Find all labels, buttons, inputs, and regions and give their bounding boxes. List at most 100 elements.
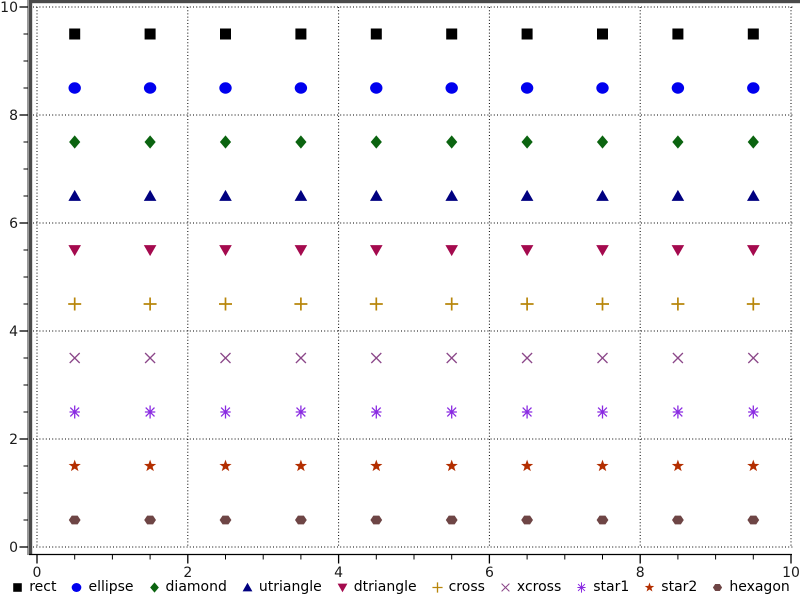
utriangle-glyph <box>445 189 458 201</box>
marker-star1 <box>144 405 156 419</box>
xcross-glyph <box>295 352 307 364</box>
star1-glyph <box>521 405 533 419</box>
marker-diamond <box>747 135 759 149</box>
utriangle-glyph <box>242 582 253 591</box>
utriangle-glyph <box>520 189 534 201</box>
marker-dtriangle <box>671 245 685 257</box>
marker-hexagon <box>144 515 156 525</box>
marker-utriangle <box>219 189 232 201</box>
x-tick-label: 4 <box>334 565 343 581</box>
x-tick-label: 6 <box>485 565 494 581</box>
dtriangle-glyph <box>219 245 232 257</box>
ellipse-glyph <box>72 582 82 592</box>
diamond-glyph <box>219 135 232 149</box>
legend-label: xcross <box>516 578 562 595</box>
star1-glyph <box>446 405 457 419</box>
marker-ellipse <box>671 82 685 94</box>
rect-glyph <box>446 28 458 40</box>
cross-glyph <box>143 297 157 311</box>
cross-glyph <box>445 297 459 311</box>
marker-hexagon <box>295 515 307 525</box>
marker-utriangle <box>747 189 760 201</box>
legend-marker-rect-icon <box>13 582 23 592</box>
marker-ellipse <box>370 82 383 94</box>
marker-dtriangle <box>596 245 609 257</box>
xcross-glyph <box>69 352 81 364</box>
hexagon-glyph <box>596 515 609 525</box>
diamond-glyph <box>596 135 609 149</box>
utriangle-glyph <box>596 189 609 201</box>
xcross-glyph <box>501 582 510 592</box>
marker-dtriangle <box>68 245 81 257</box>
diamond-glyph <box>672 135 684 149</box>
marker-dtriangle <box>294 245 308 257</box>
hexagon-glyph <box>713 583 723 591</box>
marker-utriangle <box>596 189 609 201</box>
utriangle-glyph <box>370 189 383 201</box>
rect-glyph <box>521 28 533 40</box>
marker-star1 <box>521 405 533 419</box>
diamond-glyph <box>446 135 458 149</box>
y-tick-label: 2 <box>9 432 18 448</box>
legend-item-dtriangle: dtriangle <box>335 578 417 595</box>
legend-marker-hexagon-icon <box>713 583 723 591</box>
y-tick-label: 6 <box>9 216 18 232</box>
marker-star2 <box>144 459 157 472</box>
marker-diamond <box>672 135 684 149</box>
legend-marker-ellipse-icon <box>72 582 82 592</box>
marker-hexagon <box>521 515 533 525</box>
star2-glyph <box>219 459 232 472</box>
marker-xcross <box>295 352 307 364</box>
marker-rect <box>597 28 608 40</box>
marker-ellipse <box>294 82 308 94</box>
star2-glyph <box>68 459 81 472</box>
marker-star2 <box>747 459 760 472</box>
diamond-glyph <box>149 581 159 593</box>
legend-label: dtriangle <box>353 578 417 595</box>
ellipse-glyph <box>747 82 760 94</box>
diamond-glyph <box>521 135 533 149</box>
marker-diamond <box>370 135 382 149</box>
marker-ellipse <box>68 82 81 94</box>
utriangle-glyph <box>143 189 157 201</box>
xcross-glyph <box>370 352 382 364</box>
y-tick-label: 10 <box>0 0 18 16</box>
ellipse-glyph <box>143 82 157 94</box>
hexagon-glyph <box>144 515 156 525</box>
marker-cross <box>746 297 760 311</box>
marker-diamond <box>446 135 458 149</box>
marker-dtriangle <box>143 245 157 257</box>
dtriangle-glyph <box>337 583 348 592</box>
cross-glyph <box>671 297 685 311</box>
dtriangle-glyph <box>596 245 609 257</box>
xcross-glyph <box>597 352 608 364</box>
hexagon-glyph <box>370 515 383 525</box>
hexagon-glyph <box>747 515 760 525</box>
star2-glyph <box>294 459 307 472</box>
dtriangle-glyph <box>747 245 760 257</box>
marker-ellipse <box>747 82 760 94</box>
marker-cross <box>219 297 232 311</box>
cross-glyph <box>432 581 443 593</box>
diamond-glyph <box>370 135 382 149</box>
marker-star2 <box>370 459 383 472</box>
hexagon-glyph <box>445 515 458 525</box>
marker-cross <box>68 297 82 311</box>
legend-marker-star2-icon <box>645 582 655 592</box>
marker-star2 <box>294 459 307 472</box>
star1-glyph <box>577 581 586 593</box>
ellipse-glyph <box>596 82 609 94</box>
star2-glyph <box>671 459 684 472</box>
marker-diamond <box>219 135 232 149</box>
marker-cross <box>294 297 308 311</box>
marker-cross <box>369 297 383 311</box>
marker-ellipse <box>520 82 534 94</box>
xcross-glyph <box>521 352 533 364</box>
marker-xcross <box>370 352 382 364</box>
marker-diamond <box>521 135 533 149</box>
legend-marker-dtriangle-icon <box>337 583 348 592</box>
marker-star1 <box>672 405 684 419</box>
marker-dtriangle <box>370 245 383 257</box>
legend-marker-diamond-icon <box>149 581 159 593</box>
